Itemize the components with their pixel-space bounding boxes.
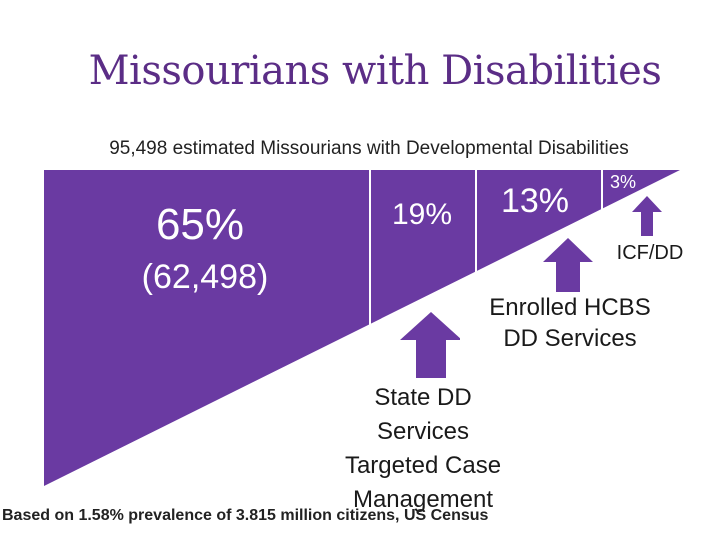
source-footnote: Based on 1.58% prevalence of 3.815 milli… (2, 507, 489, 524)
segment-percent-13: 13% (500, 182, 570, 220)
arrow-up-icon-icf (632, 196, 662, 236)
subtitle: 95,498 estimated Missourians with Develo… (109, 138, 629, 159)
segment-percent-19: 19% (391, 198, 453, 231)
label-state-line2: Services (376, 418, 470, 445)
label-hcbs-line1: Enrolled HCBS (489, 294, 651, 321)
label-state-line1: State DD (374, 384, 472, 411)
arrow-up-icon-state (400, 312, 462, 378)
segment-percent-3: 3% (609, 172, 636, 192)
wedge-shape (44, 170, 680, 486)
label-hcbs-line2: DD Services (503, 325, 637, 352)
arrow-up-icon-hcbs (543, 238, 593, 292)
page-title: Missourians with Disabilities (88, 48, 662, 94)
segment-count-65: (62,498) (141, 258, 269, 296)
segment-percent-65: 65% (155, 200, 245, 249)
label-state-line4: Management (352, 486, 494, 513)
label-state-dd-services: State DD Services Targeted Case Manageme… (318, 381, 528, 517)
label-state-line3: Targeted Case (344, 452, 502, 479)
label-icf-dd: ICF/DD (616, 242, 684, 264)
label-enrolled-hcbs: Enrolled HCBS DD Services (460, 292, 680, 354)
